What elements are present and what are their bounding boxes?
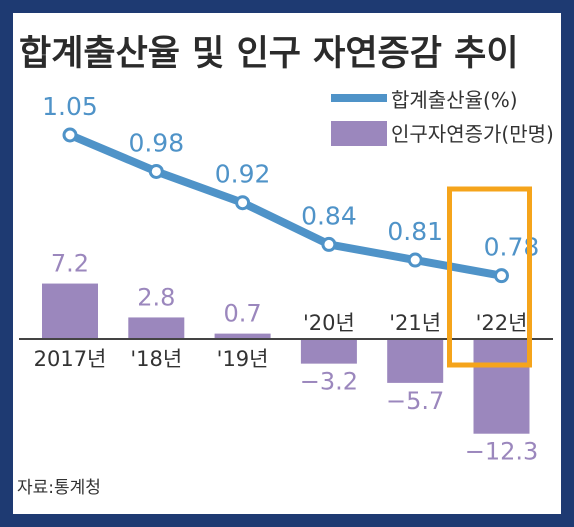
- bar-value-label-2: 0.7: [224, 300, 262, 328]
- rate-value-label-2: 0.92: [215, 160, 271, 189]
- highlight-box-2022: [447, 186, 532, 368]
- bar-1: [128, 317, 185, 339]
- chart-title: 합계출산율 및 인구 자연증감 추이: [19, 34, 519, 74]
- rate-value-label-4: 0.81: [387, 217, 443, 246]
- bar-value-label-0: 7.2: [51, 250, 89, 278]
- category-label-2: '19년: [217, 347, 269, 371]
- chart-svg: 합계출산율 및 인구 자연증감 추이 합계출산율(%) 인구자연증가(만명) 7…: [17, 34, 554, 498]
- legend: 합계출산율(%) 인구자연증가(만명): [331, 88, 554, 146]
- category-label-3: '20년: [303, 311, 355, 335]
- bar-value-label-5: −12.3: [465, 438, 539, 466]
- chart-panel: 합계출산율 및 인구 자연증감 추이 합계출산율(%) 인구자연증가(만명) 7…: [13, 13, 561, 514]
- rate-line: [66, 131, 506, 280]
- rate-value-label-3: 0.84: [301, 201, 357, 230]
- legend-line-swatch: [331, 94, 387, 102]
- bar-2: [214, 333, 271, 339]
- category-label-1: '18년: [130, 347, 182, 371]
- rate-value-label-0: 1.05: [42, 92, 98, 121]
- rate-point-2: [235, 195, 251, 211]
- legend-bar-label: 인구자연증가(만명): [391, 122, 554, 146]
- bar-4: [387, 339, 444, 383]
- legend-line-label: 합계출산율(%): [391, 88, 518, 112]
- rate-point-1: [148, 163, 164, 179]
- bar-5: [473, 339, 530, 434]
- rate-value-label-1: 0.98: [128, 128, 184, 157]
- source-note: 자료:통계청: [17, 478, 101, 498]
- category-label-4: '21년: [389, 311, 441, 335]
- category-label-0: 2017년: [34, 347, 107, 371]
- category-label-5: '22년: [476, 311, 528, 335]
- bar-3: [300, 339, 357, 364]
- rate-point-5: [494, 268, 509, 284]
- rate-point-3: [321, 236, 337, 252]
- rate-point-4: [407, 252, 423, 268]
- bar-value-label-1: 2.8: [137, 283, 175, 311]
- bar-0: [42, 283, 98, 339]
- bar-value-label-3: −3.2: [300, 368, 358, 396]
- rate-point-0: [62, 127, 78, 143]
- bar-value-label-4: −5.7: [386, 387, 444, 415]
- legend-bar-swatch: [331, 121, 387, 146]
